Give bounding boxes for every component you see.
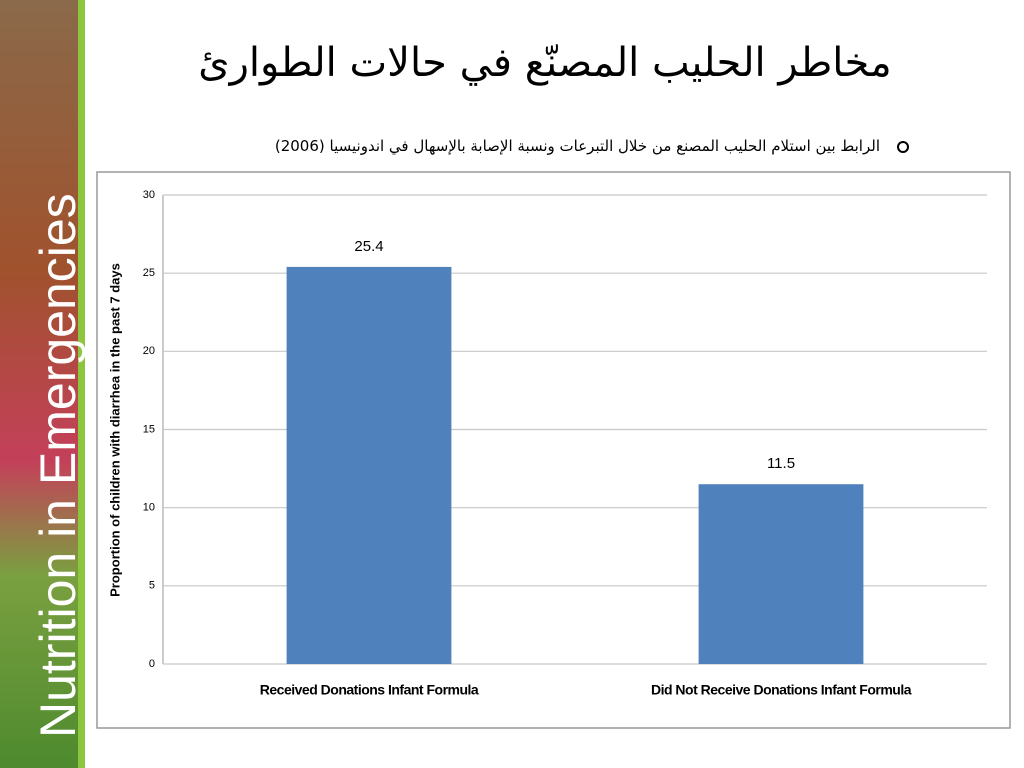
chart-frame [96,171,1011,729]
bullet-text: الرابط بين استلام الحليب المصنع من خلال … [274,137,880,155]
bar [286,266,452,664]
sidebar-stripe [78,0,85,768]
bar [698,484,864,664]
y-tick-label: 15 [143,423,155,435]
y-tick-label: 0 [149,658,155,670]
y-tick-label: 25 [143,267,155,279]
y-axis-label: Proportion of children with diarrhea in … [107,263,122,597]
value-label: 11.5 [767,455,795,472]
y-tick-label: 20 [143,345,155,357]
y-tick-label: 5 [149,580,155,592]
value-label: 25.4 [354,238,383,255]
bullet-icon [897,141,909,153]
slide-title: مخاطر الحليب المصنّع في حالات الطوارئ [198,40,892,86]
y-tick-label: 30 [143,189,155,201]
y-tick-label: 10 [143,502,155,514]
sidebar-image [0,0,78,768]
x-tick-label: Did Not Receive Donations Infant Formula [651,682,912,698]
sidebar-text: Nutrition in Emergencies [30,193,86,738]
x-tick-label: Received Donations Infant Formula [260,682,479,698]
